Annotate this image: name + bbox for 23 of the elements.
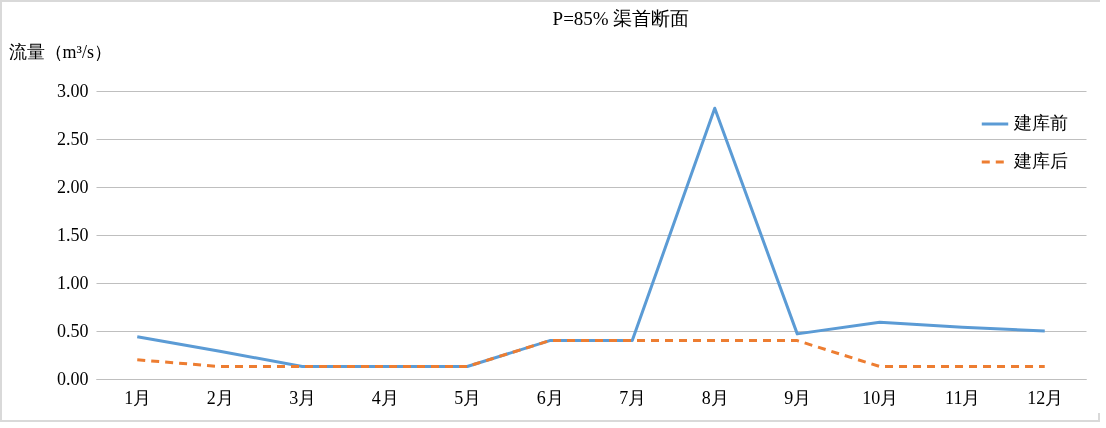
y-tick-label: 1.00 bbox=[57, 272, 89, 293]
legend-label: 建库前 bbox=[1013, 113, 1068, 133]
x-tick-label: 7月 bbox=[619, 387, 647, 408]
x-tick-label: 4月 bbox=[371, 387, 399, 408]
chart-title: P=85% 渠首断面 bbox=[552, 8, 690, 29]
x-tick-label: 11月 bbox=[945, 387, 981, 408]
x-tick-label: 9月 bbox=[784, 387, 812, 408]
x-tick-label: 1月 bbox=[124, 387, 152, 408]
legend-label: 建库后 bbox=[1013, 151, 1068, 171]
y-tick-label: 1.50 bbox=[57, 224, 89, 245]
x-tick-label: 5月 bbox=[454, 387, 482, 408]
y-tick-label: 2.00 bbox=[57, 176, 89, 197]
x-tick-label: 3月 bbox=[289, 387, 317, 408]
y-tick-label: 0.00 bbox=[57, 368, 89, 389]
x-tick-label: 2月 bbox=[206, 387, 234, 408]
y-tick-label: 2.50 bbox=[57, 128, 89, 149]
y-axis-title: 流量（m³/s） bbox=[8, 41, 112, 62]
y-tick-label: 3.00 bbox=[57, 80, 89, 101]
x-tick-label: 12月 bbox=[1027, 387, 1064, 408]
y-tick-label: 0.50 bbox=[57, 320, 89, 341]
x-tick-label: 6月 bbox=[536, 387, 564, 408]
x-tick-label: 10月 bbox=[862, 387, 899, 408]
x-tick-label: 8月 bbox=[701, 387, 729, 408]
